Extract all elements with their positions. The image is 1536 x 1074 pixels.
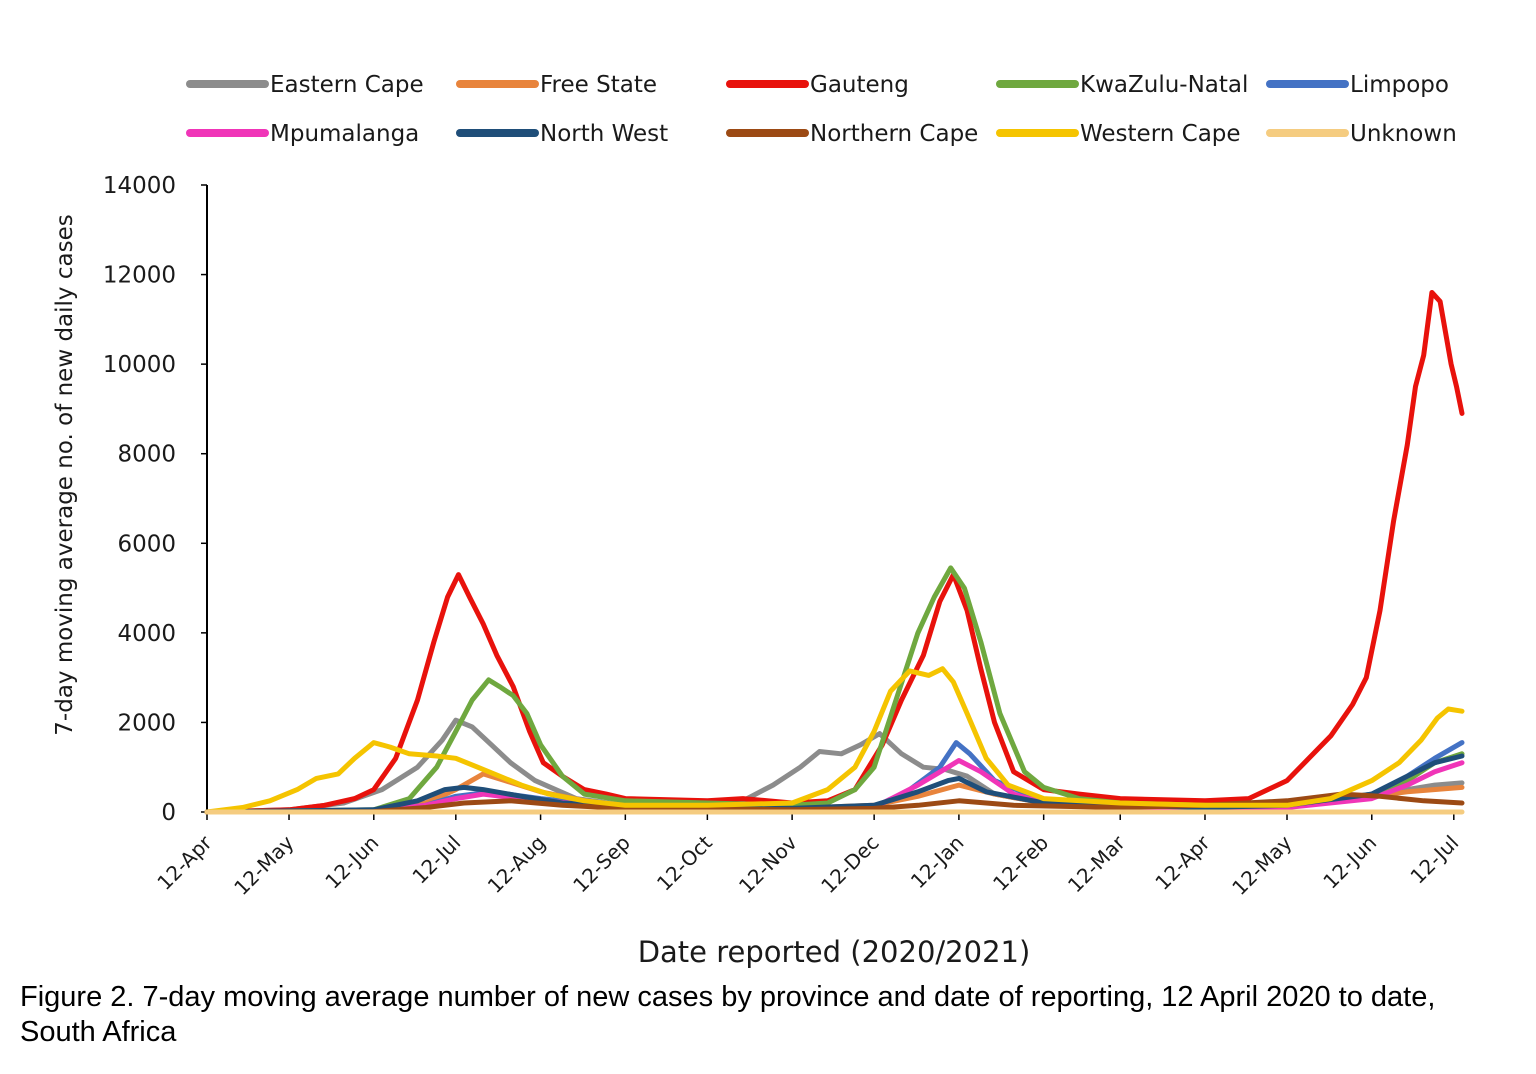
legend-label-eastern-cape: Eastern Cape <box>270 72 424 98</box>
x-tick-label: 12-Mar <box>1063 830 1130 897</box>
chart-legend: Eastern Cape Free State Gauteng KwaZulu-Nat… <box>186 72 1457 147</box>
chart-series-group <box>204 290 1465 815</box>
legend-label-western-cape: Western Cape <box>1080 121 1241 147</box>
legend-label-northern-cape: Northern Cape <box>810 121 978 147</box>
y-axis-ticks: 0 2000 4000 6000 8000 10000 12000 14000 <box>103 173 207 826</box>
x-tick-label: 12-Feb <box>988 831 1053 896</box>
x-tick-label: 12-Apr <box>152 830 217 895</box>
y-tick-label: 8000 <box>117 442 176 468</box>
x-tick-label: 12-Dec <box>816 831 883 898</box>
legend-label-north-west: North West <box>540 121 668 147</box>
x-tick-label: 12-Jun <box>320 831 383 894</box>
series-line-gauteng <box>204 290 1465 815</box>
y-tick-label: 10000 <box>103 352 176 378</box>
y-tick-label: 4000 <box>117 621 176 647</box>
y-tick-label: 14000 <box>103 173 176 199</box>
x-tick-label: 12-Apr <box>1150 830 1215 895</box>
series-line-mpumalanga <box>204 758 1465 815</box>
legend-label-mpumalanga: Mpumalanga <box>270 121 419 147</box>
x-tick-label: 12-Jun <box>1318 831 1381 894</box>
line-chart: Eastern Cape Free State Gauteng KwaZulu-Nat… <box>52 72 1465 969</box>
legend-label-kwazulu-natal: KwaZulu-Natal <box>1080 72 1248 98</box>
x-tick-label: 12-May <box>1227 830 1296 899</box>
x-tick-label: 12-Oct <box>652 830 717 895</box>
x-tick-label: 12-Nov <box>734 830 802 898</box>
x-tick-label: 12-Jan <box>906 831 969 894</box>
x-axis-ticks: 12-Apr 12-May 12-Jun 12-Jul 12-Aug 12-Sep 12-O… <box>152 812 1463 900</box>
x-tick-label: 12-Jul <box>407 831 465 889</box>
y-axis-title: 7-day moving average no. of new daily ca… <box>52 214 78 735</box>
x-tick-label: 12-Jul <box>1405 831 1463 889</box>
y-tick-label: 2000 <box>117 710 176 736</box>
series-line-kwazulu-natal <box>204 565 1465 815</box>
x-tick-label: 12-Sep <box>568 831 635 898</box>
legend-label-free-state: Free State <box>540 72 657 98</box>
x-tick-label: 12-May <box>229 830 298 899</box>
figure-caption: Figure 2. 7-day moving average number of… <box>20 981 1436 1048</box>
legend-label-unknown: Unknown <box>1350 121 1457 147</box>
x-axis-title: Date reported (2020/2021) <box>638 935 1031 969</box>
legend-label-limpopo: Limpopo <box>1350 72 1449 98</box>
x-tick-label: 12-Aug <box>483 831 550 898</box>
y-tick-label: 12000 <box>103 263 176 289</box>
y-tick-label: 6000 <box>117 531 176 557</box>
series-line-western-cape <box>204 666 1465 815</box>
legend-label-gauteng: Gauteng <box>810 72 909 98</box>
y-tick-label: 0 <box>161 800 176 826</box>
